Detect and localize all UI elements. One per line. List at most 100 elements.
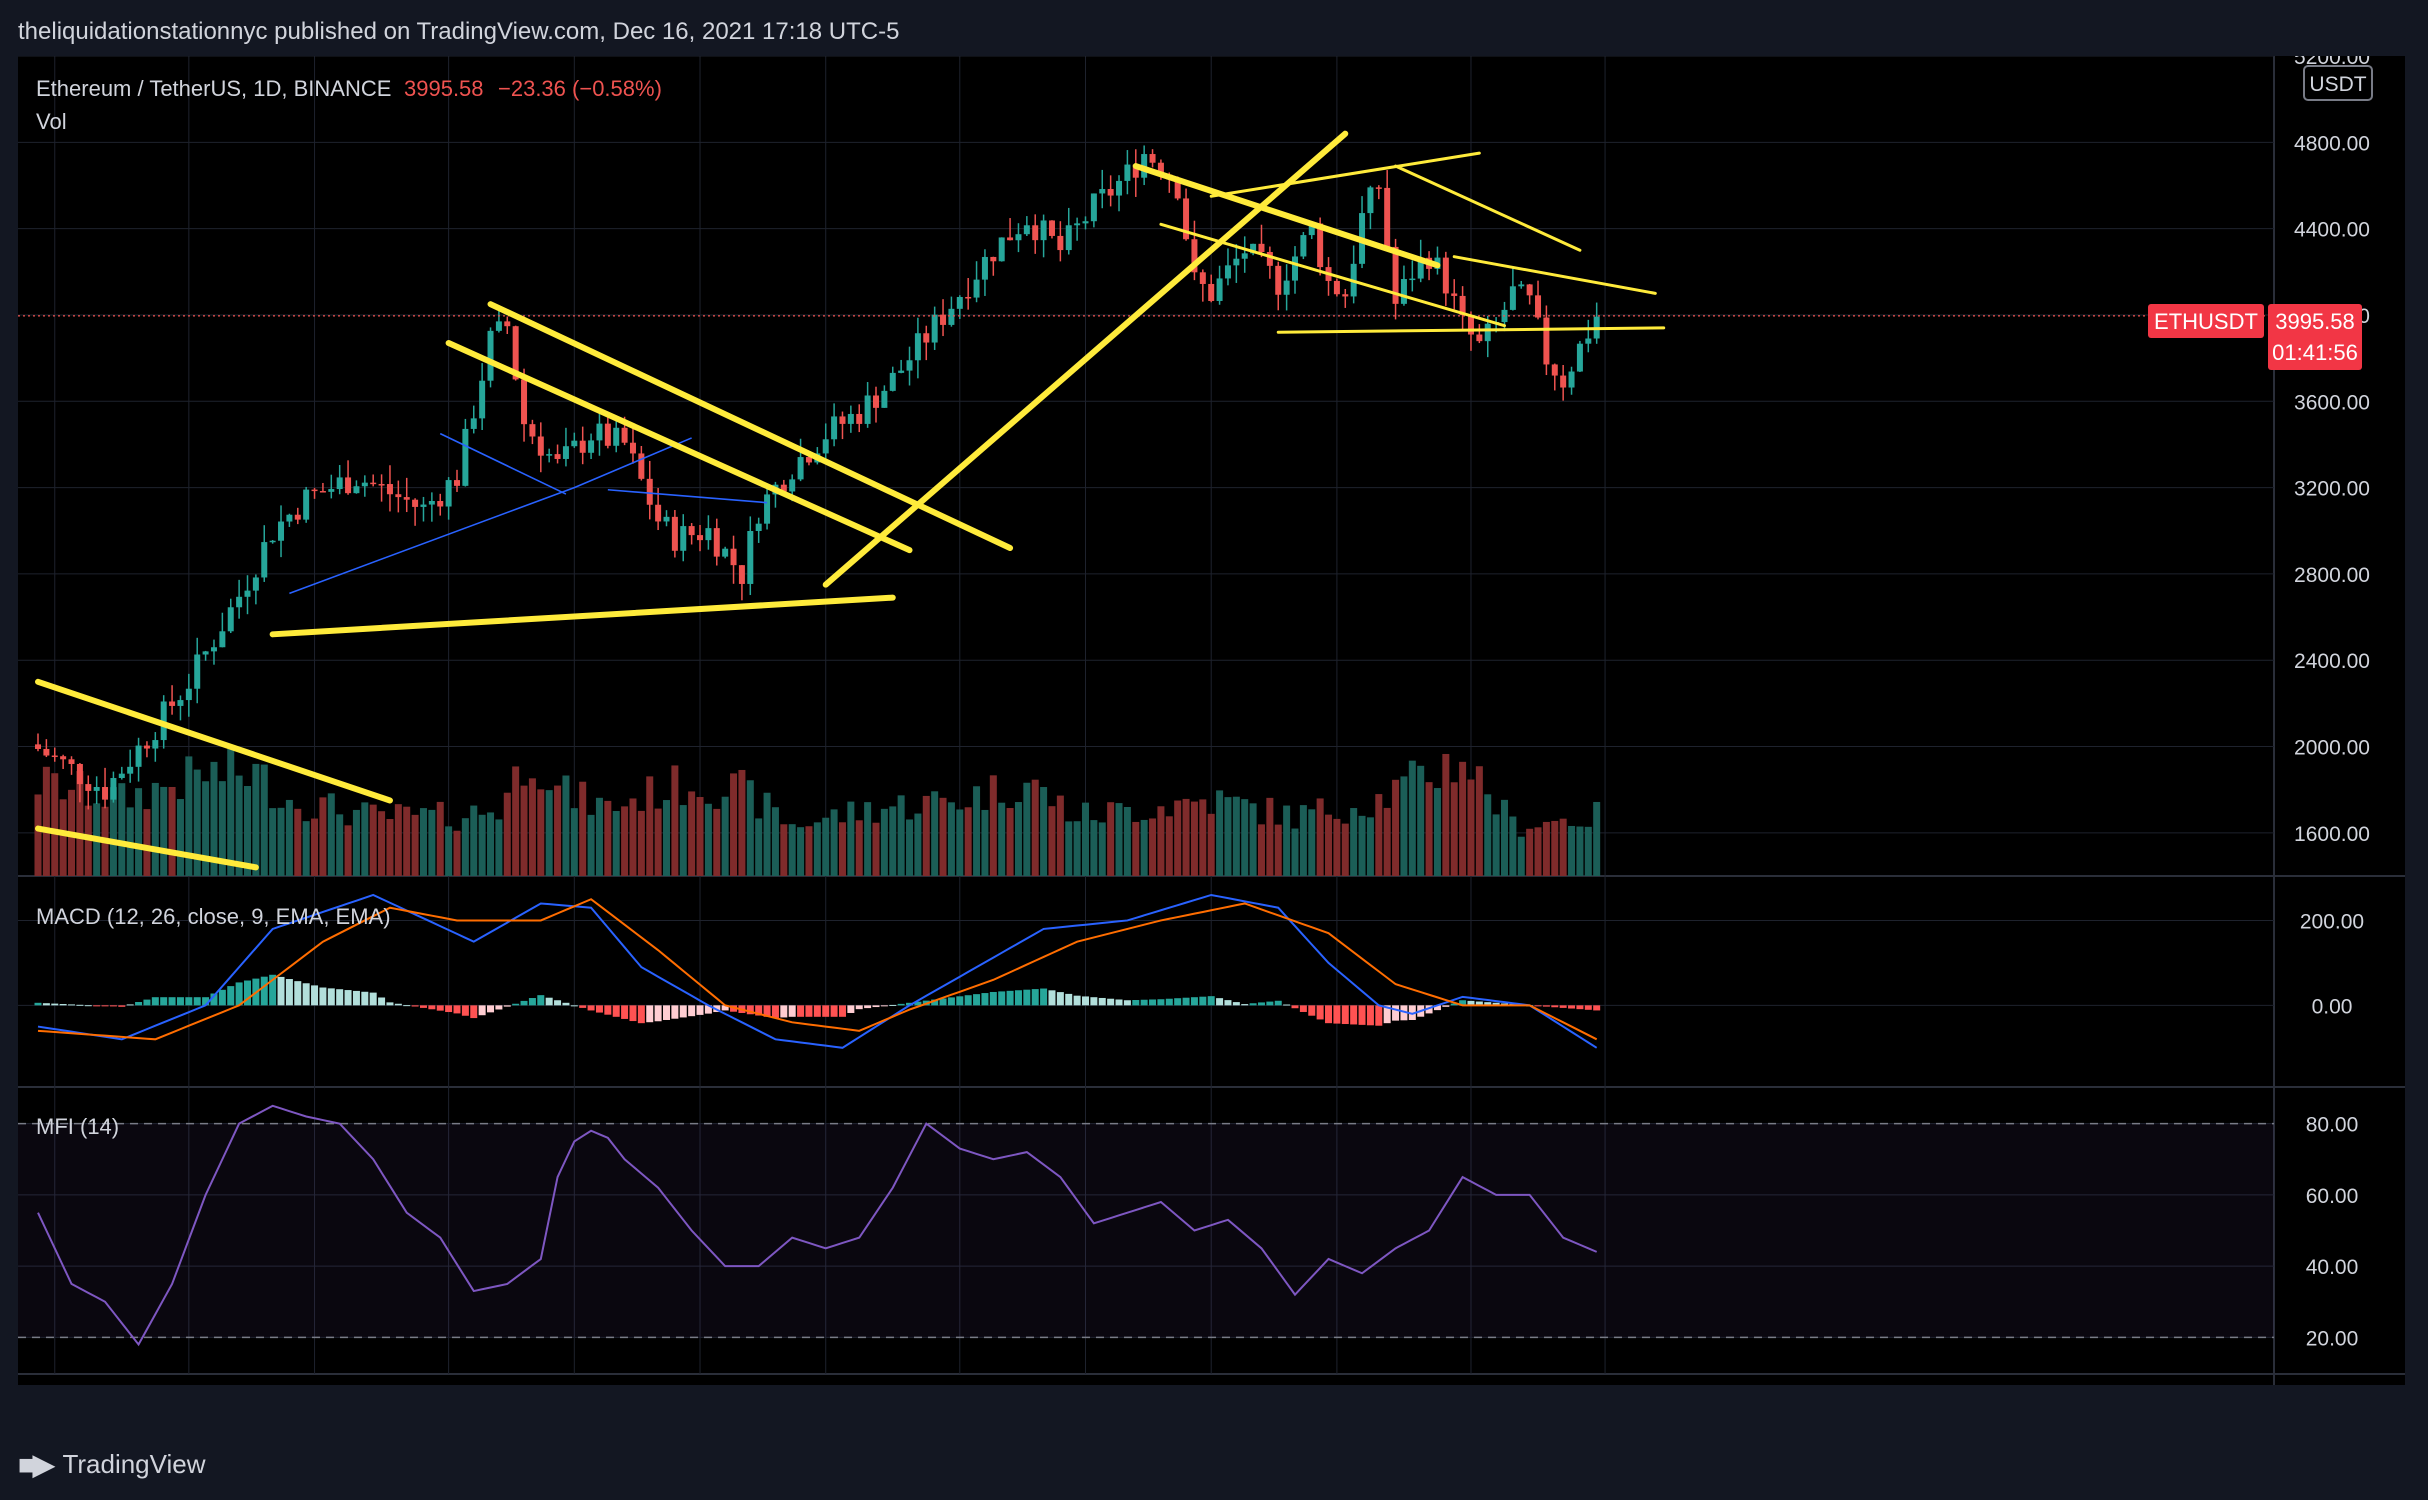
price-tick-label: 4400.00 — [2294, 219, 2370, 242]
candle-body — [948, 308, 955, 325]
macd-histogram-bar — [1165, 998, 1173, 1006]
candle-body — [1551, 364, 1558, 376]
macd-histogram-bar — [981, 993, 989, 1006]
candle-body — [822, 439, 829, 454]
candle-body — [1241, 253, 1248, 259]
macd-histogram-bar — [838, 1005, 846, 1017]
volume-bar — [1341, 823, 1349, 876]
macd-histogram-bar — [1157, 999, 1165, 1006]
candle-body — [445, 480, 452, 507]
candle-body — [1208, 283, 1215, 301]
macd-histogram-bar — [637, 1005, 645, 1024]
candle-body — [1342, 294, 1349, 297]
macd-histogram-bar — [1383, 1005, 1391, 1024]
macd-histogram-bar — [1283, 1004, 1291, 1006]
candle-body — [1015, 234, 1022, 241]
volume-bar — [1584, 826, 1592, 876]
volume-bar — [1542, 821, 1550, 876]
candle-body — [1116, 180, 1123, 196]
candle-body — [562, 446, 569, 459]
tradingview-logo-icon: ■▶ — [18, 1449, 54, 1480]
brand-label: TradingView — [62, 1449, 206, 1479]
yellow-trendline — [487, 301, 1014, 551]
volume-bar — [1190, 801, 1198, 876]
candle-body — [1174, 179, 1181, 199]
candle-body — [537, 436, 544, 456]
macd-histogram-bar — [1140, 999, 1148, 1006]
volume-bar — [1526, 828, 1534, 876]
volume-bar — [193, 769, 201, 876]
candle-body — [596, 423, 603, 441]
macd-histogram-bar — [126, 1004, 134, 1006]
candle-body — [210, 647, 217, 652]
macd-histogram-bar — [780, 1005, 788, 1018]
macd-histogram-bar — [1274, 1000, 1282, 1006]
candle-body — [177, 700, 184, 706]
volume-bar — [369, 804, 377, 876]
macd-tick-label: 0.00 — [2312, 995, 2353, 1018]
candle-body — [85, 784, 92, 791]
macd-histogram-bar — [822, 1005, 830, 1017]
volume-bar — [1274, 824, 1282, 876]
candle-body — [202, 651, 209, 655]
volume-bar — [118, 783, 126, 876]
macd-histogram-bar — [143, 999, 151, 1006]
macd-histogram-bar — [864, 1005, 872, 1009]
macd-histogram-bar — [629, 1005, 637, 1022]
unit-label: USDT — [2309, 73, 2366, 96]
volume-bar — [864, 802, 872, 876]
mfi-tick-label: 80.00 — [2306, 1114, 2359, 1137]
chart-canvas[interactable]: 5200.004800.004400.004000.003600.003200.… — [18, 56, 2405, 1385]
unit-badge[interactable]: USDT — [2303, 65, 2373, 101]
candle-body — [688, 526, 695, 536]
candle-body — [495, 321, 502, 331]
mfi-panel — [37, 1104, 1598, 1347]
macd-histogram-bar — [906, 1002, 914, 1006]
macd-histogram-bar — [218, 989, 226, 1006]
candle-body — [780, 484, 787, 492]
macd-histogram-bar — [663, 1005, 670, 1020]
volume-bar — [512, 766, 520, 876]
candle-body — [638, 453, 645, 479]
candle-body — [1308, 223, 1315, 236]
price-tick-label: 2800.00 — [2294, 564, 2370, 587]
volume-bar — [1266, 797, 1274, 876]
volume-bar — [973, 786, 981, 876]
volume-bar — [721, 796, 729, 876]
candle-body — [1040, 220, 1047, 241]
macd-histogram-bar — [1316, 1005, 1324, 1020]
candle-body — [629, 442, 636, 454]
volume-bar — [738, 769, 746, 876]
macd-histogram-bar — [1048, 990, 1056, 1006]
candle-body — [487, 330, 494, 381]
footer: ■▶ TradingView — [18, 1448, 206, 1481]
macd-histogram-bar — [1551, 1005, 1559, 1008]
macd-histogram-bar — [84, 1005, 92, 1007]
chart-frame[interactable]: 5200.004800.004400.004000.003600.003200.… — [18, 56, 2405, 1385]
volume-bar — [461, 818, 469, 876]
volume-bar — [1115, 803, 1123, 876]
volume-bar — [964, 807, 972, 876]
macd-histogram-bar — [1082, 996, 1089, 1006]
candle-body — [956, 296, 963, 309]
candle-body — [923, 333, 930, 343]
candle-body — [143, 745, 150, 749]
volume-bar — [788, 824, 796, 876]
macd-histogram-bar — [847, 1005, 855, 1013]
macd-histogram-bar — [654, 1005, 662, 1022]
volume-bar — [679, 805, 687, 876]
volume-bar — [847, 801, 855, 876]
candle-body — [370, 482, 377, 485]
volume-bar — [269, 808, 277, 876]
volume-bar — [998, 802, 1006, 876]
price-badge[interactable]: ETHUSDT 3995.58 01:41:56 — [2148, 304, 2362, 370]
macd-histogram-bar — [302, 983, 310, 1006]
candle-body — [35, 744, 41, 749]
macd-histogram-bar — [1534, 1005, 1542, 1007]
macd-histogram-bar — [160, 997, 168, 1006]
price-tick-label: 2400.00 — [2294, 650, 2370, 673]
volume-bar — [1325, 814, 1333, 876]
candle-body — [378, 484, 385, 486]
volume-bar — [1400, 776, 1408, 876]
volume-bar — [453, 830, 461, 876]
